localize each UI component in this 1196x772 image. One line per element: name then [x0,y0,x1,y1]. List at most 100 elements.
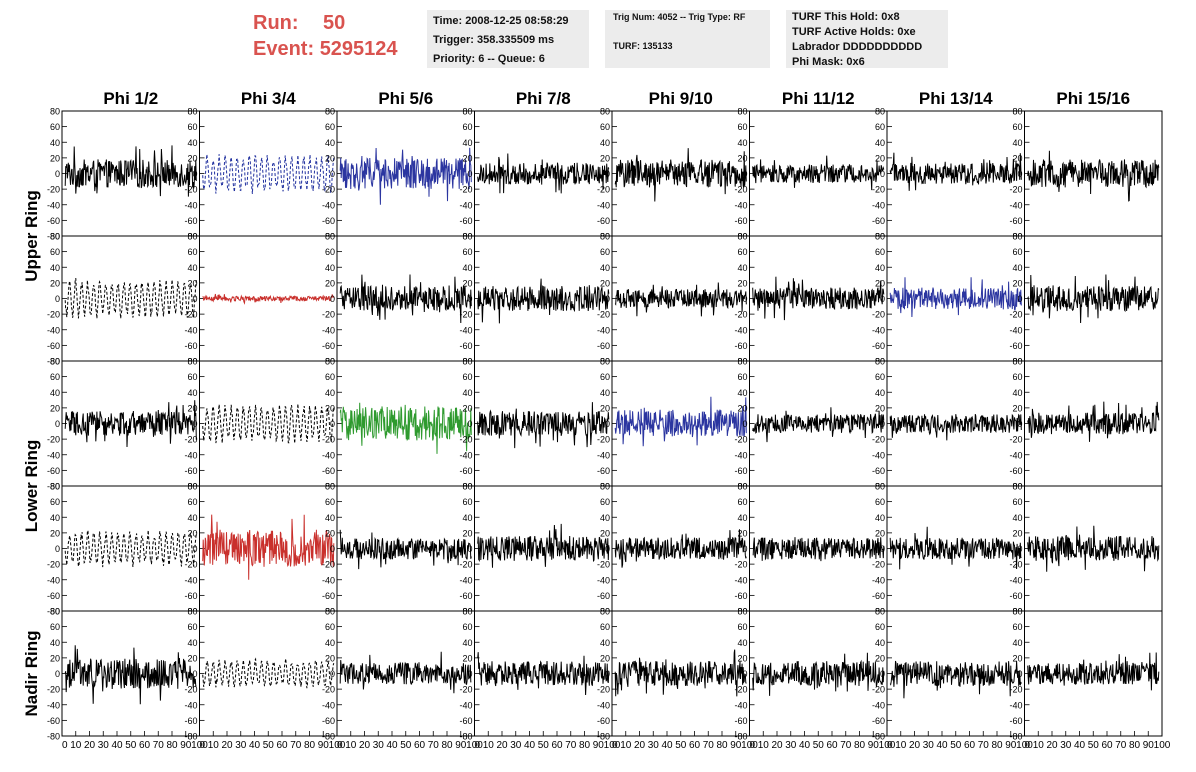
y-tick-label: -20 [1009,685,1022,695]
y-tick-label: 40 [325,638,335,648]
run-value: 50 [323,12,346,34]
y-tick-label: -40 [47,325,60,335]
y-tick-label: 60 [1012,122,1022,132]
y-tick-label: -20 [184,560,197,570]
ring-label: Upper Ring [22,190,41,282]
x-tick-label: 40 [661,740,673,751]
x-tick-label: 20 [221,740,233,751]
turf-info-panel: TURF This Hold: 0x8 TURF Active Holds: 0… [786,10,948,68]
y-tick-label: 0 [1017,544,1022,554]
y-tick-label: 80 [187,232,197,242]
y-tick-label: 60 [1012,372,1022,382]
waveform-trace [614,282,747,317]
y-tick-label: 0 [55,169,60,179]
y-tick-label: -60 [184,216,197,226]
y-tick-label: -40 [47,700,60,710]
y-tick-label: 0 [880,169,885,179]
y-tick-label: -20 [184,185,197,195]
y-tick-label: -40 [322,450,335,460]
panel-frame [474,610,613,737]
x-tick-label: 30 [510,740,522,751]
y-tick-label: 20 [875,278,885,288]
y-tick-label: 60 [325,247,335,257]
y-tick-label: 20 [187,528,197,538]
y-tick-label: -40 [597,325,610,335]
x-tick-label: 30 [923,740,935,751]
x-tick-label: 30 [1060,740,1072,751]
y-tick-label: 0 [1017,294,1022,304]
y-tick-label: 60 [50,247,60,257]
y-tick-label: -80 [322,732,335,742]
y-tick-label: 20 [1012,653,1022,663]
y-tick-label: -20 [47,310,60,320]
y-tick-label: -60 [872,591,885,601]
x-tick-label: 0 [750,740,756,751]
y-tick-label: -20 [459,185,472,195]
priority-text: Priority: 6 -- Queue: 6 [433,53,545,65]
y-tick-label: -60 [734,216,747,226]
y-tick-label: 60 [50,122,60,132]
event-value: 5295124 [319,38,398,60]
x-tick-label: 30 [648,740,660,751]
y-tick-label: 40 [875,513,885,523]
waveform-trace [477,402,610,449]
waveform-trace [339,402,472,454]
y-tick-label: 80 [600,482,610,492]
time-text: Time: 2008-12-25 08:58:29 [433,15,569,27]
y-tick-label: 40 [50,638,60,648]
y-tick-label: -40 [47,450,60,460]
y-tick-label: 20 [600,278,610,288]
y-tick-label: -60 [734,341,747,351]
y-tick-label: 40 [50,263,60,273]
waveform-trace [64,145,197,197]
y-tick-label: 0 [330,544,335,554]
y-tick-label: 20 [462,153,472,163]
x-tick-label: 60 [689,740,701,751]
y-tick-label: -40 [184,575,197,585]
y-tick-label: 40 [325,513,335,523]
y-tick-label: -60 [184,716,197,726]
y-tick-label: 40 [875,263,885,273]
y-tick-label: 0 [467,294,472,304]
waveform-trace [752,276,885,321]
x-tick-label: 80 [579,740,591,751]
y-tick-label: 20 [462,403,472,413]
x-tick-label: 40 [249,740,261,751]
y-tick-label: 40 [737,513,747,523]
x-tick-label: 10 [345,740,357,751]
y-tick-label: -60 [322,216,335,226]
y-tick-label: -20 [872,685,885,695]
x-tick-label: 10 [208,740,220,751]
y-tick-label: 40 [462,513,472,523]
x-tick-label: 40 [386,740,398,751]
y-tick-label: -60 [459,341,472,351]
waveform-trace [752,537,885,562]
y-tick-label: -20 [597,185,610,195]
waveform-trace [614,649,747,697]
x-tick-label: 80 [1129,740,1141,751]
y-tick-label: 60 [50,372,60,382]
y-tick-label: 40 [1012,138,1022,148]
waveform-trace [889,413,1022,441]
y-tick-label: 20 [187,278,197,288]
y-tick-label: -40 [734,200,747,210]
column-header: Phi 9/10 [649,89,713,108]
y-tick-label: 20 [1012,153,1022,163]
x-tick-label: 70 [840,740,852,751]
waveform-trace [477,278,610,324]
y-tick-label: -20 [734,310,747,320]
waveform-trace [477,153,610,194]
y-tick-label: -20 [322,185,335,195]
y-tick-label: -40 [734,450,747,460]
y-tick-label: 80 [1012,107,1022,117]
y-tick-label: -80 [184,732,197,742]
y-tick-label: 80 [50,607,60,617]
waveform-trace [889,526,1022,570]
x-tick-label: 70 [565,740,577,751]
y-tick-label: -20 [47,185,60,195]
y-tick-label: 20 [50,278,60,288]
y-tick-label: -20 [872,435,885,445]
y-tick-label: 80 [875,107,885,117]
y-tick-label: -60 [1009,341,1022,351]
waveform-trace [202,657,335,689]
